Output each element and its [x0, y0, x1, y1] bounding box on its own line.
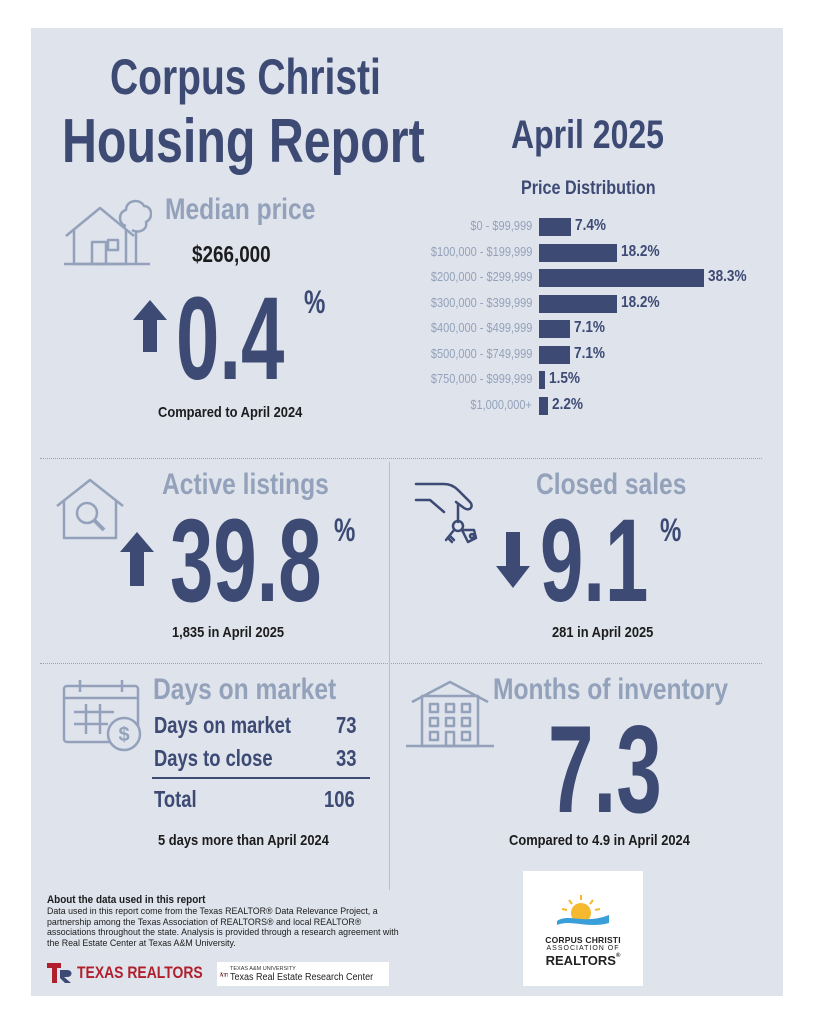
total-value: 106: [324, 786, 355, 812]
price-distribution-title: Price Distribution: [521, 178, 656, 199]
report-panel: [31, 28, 783, 996]
price-distribution-bar: [539, 396, 549, 415]
months-inventory-value: 7.3: [548, 701, 662, 839]
total-divider: [152, 777, 370, 779]
tamu-logo: ĀTM TEXAS A&M UNIVERSITY Texas Real Esta…: [217, 962, 389, 986]
hand-keys-icon: [414, 482, 478, 544]
price-range-label: $200,000 - $299,999: [430, 270, 532, 284]
atm-mark-icon: ĀTM: [219, 971, 228, 978]
price-distribution-bar: [539, 243, 618, 262]
price-distribution-row: $500,000 - $749,999 7.1%: [400, 344, 760, 366]
dtc-row-label: Days to close: [154, 745, 273, 771]
ccar-line2: ASSOCIATION OF: [546, 945, 620, 952]
building-icon: [406, 680, 494, 748]
about-text: Data used in this report come from the T…: [47, 906, 399, 949]
divider-vertical: [389, 462, 390, 890]
sun-wave-icon: [557, 895, 609, 925]
texas-realtors-text: TEXAS REALTORS: [77, 963, 203, 982]
price-distribution-bar: [539, 269, 704, 287]
dom-row-value: 73: [336, 712, 357, 738]
price-distribution-value: 7.1%: [573, 344, 605, 362]
price-distribution-value: 18.2%: [621, 242, 660, 260]
ccar-line3: REALTORS®: [545, 953, 621, 968]
active-listings-change: 39.8: [170, 495, 322, 627]
tamu-small-text: TEXAS A&M UNIVERSITY: [230, 965, 296, 972]
price-range-label: $0 - $99,999: [470, 219, 532, 233]
divider-top: [40, 458, 762, 459]
price-distribution-bar: [539, 320, 570, 338]
median-price-unit: %: [304, 284, 326, 320]
price-distribution-row: $1,000,000+ 2.2%: [400, 395, 760, 417]
dom-row-label: Days on market: [154, 712, 292, 738]
price-distribution-value: 1.5%: [549, 370, 581, 387]
report-month: April 2025: [511, 113, 664, 157]
active-listings-unit: %: [334, 512, 356, 548]
divider-middle: [40, 663, 762, 664]
price-distribution-value: 38.3%: [708, 268, 747, 285]
arrow-down-icon: [496, 532, 530, 588]
price-distribution-row: $0 - $99,999 7.4%: [400, 216, 760, 238]
title-line1: Corpus Christi: [110, 49, 381, 105]
median-price-note: Compared to April 2024: [158, 404, 303, 421]
active-listings-label: Active listings: [162, 468, 329, 501]
months-inventory-note: Compared to 4.9 in April 2024: [509, 832, 690, 849]
price-distribution-row: $400,000 - $499,999 7.1%: [400, 318, 760, 340]
tr-mark-icon: [47, 963, 72, 983]
price-distribution-row: $300,000 - $399,999 18.2%: [400, 293, 760, 315]
months-inventory-label: Months of inventory: [493, 673, 729, 706]
price-range-label: $300,000 - $399,999: [430, 295, 532, 310]
price-distribution-bar: [539, 218, 571, 236]
median-price-value: $266,000: [192, 241, 271, 267]
price-distribution-value: 2.2%: [552, 395, 584, 413]
about-heading: About the data used in this report: [47, 894, 206, 906]
dtc-row-value: 33: [336, 745, 357, 771]
svg-text:ĀTM: ĀTM: [219, 971, 228, 978]
median-price-label: Median price: [165, 193, 316, 226]
price-distribution-row: $100,000 - $199,999 18.2%: [400, 242, 760, 264]
active-listings-note: 1,835 in April 2025: [172, 624, 285, 641]
ccar-line3-text: REALTORS: [545, 953, 616, 968]
price-distribution-bar: [539, 345, 570, 364]
total-label: Total: [154, 786, 197, 812]
price-distribution-bar: [539, 371, 546, 389]
price-range-label: $750,000 - $999,999: [430, 372, 532, 386]
price-range-label: $100,000 - $199,999: [430, 244, 532, 259]
price-range-label: $400,000 - $499,999: [430, 321, 532, 335]
price-distribution-value: 18.2%: [621, 293, 660, 311]
closed-sales-change: 9.1: [540, 495, 649, 627]
house-search-icon: [56, 478, 124, 540]
ccar-logo: CORPUS CHRISTI ASSOCIATION OF REALTORS®: [523, 871, 643, 986]
price-distribution-row: $750,000 - $999,999 1.5%: [400, 369, 760, 391]
calendar-dollar-icon: $: [62, 680, 142, 752]
arrow-up-icon: [133, 300, 167, 352]
house-tree-icon: [64, 199, 152, 266]
price-distribution-row: $200,000 - $299,999 38.3%: [400, 267, 760, 289]
price-range-label: $500,000 - $749,999: [430, 346, 532, 361]
closed-sales-note: 281 in April 2025: [552, 624, 654, 641]
price-distribution-value: 7.4%: [574, 217, 606, 234]
tamu-center-text: Texas Real Estate Research Center: [230, 971, 374, 983]
price-range-label: $1,000,000+: [470, 397, 532, 412]
price-distribution-value: 7.1%: [573, 319, 605, 336]
texas-realtors-logo: TEXAS REALTORS: [47, 963, 230, 983]
median-price-change: 0.4: [176, 273, 285, 405]
svg-text:$: $: [118, 724, 129, 746]
closed-sales-unit: %: [660, 512, 682, 548]
arrow-up-icon: [120, 532, 154, 586]
days-on-market-label: Days on market: [153, 673, 337, 706]
closed-sales-label: Closed sales: [536, 468, 687, 501]
days-on-market-note: 5 days more than April 2024: [158, 832, 329, 849]
ccar-line1: CORPUS CHRISTI: [545, 935, 621, 945]
title-line2: Housing Report: [62, 107, 425, 176]
price-distribution-bar: [539, 294, 618, 313]
